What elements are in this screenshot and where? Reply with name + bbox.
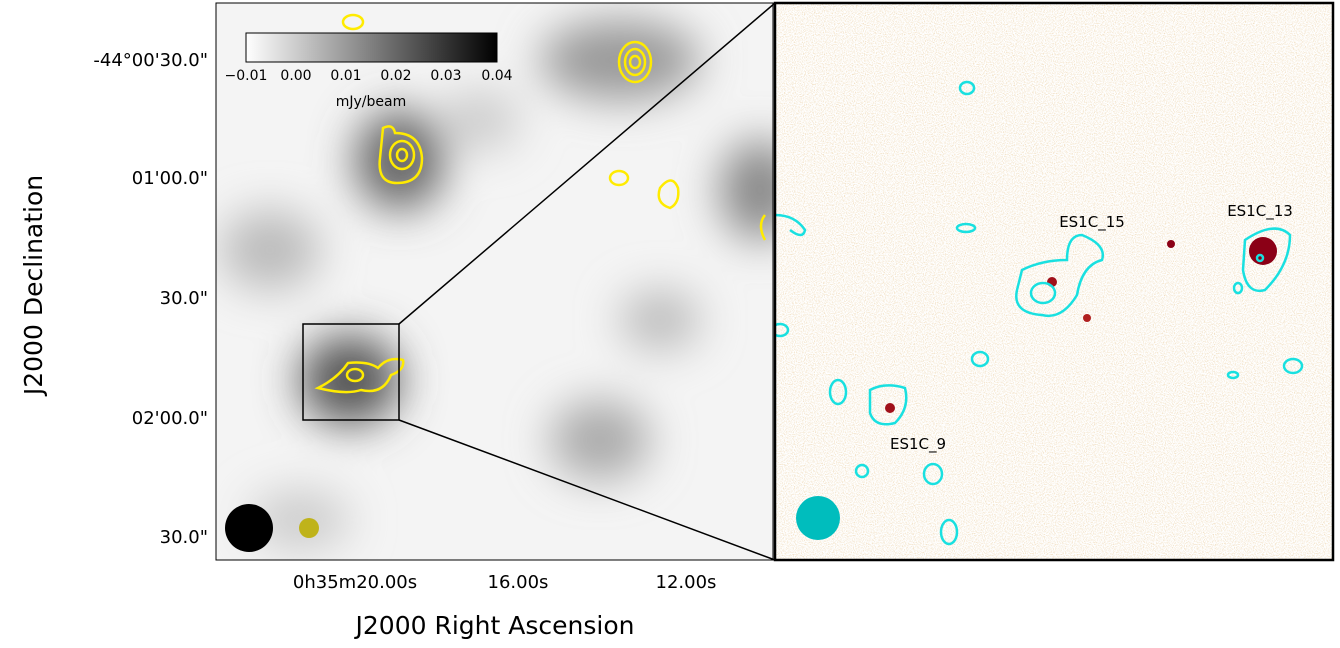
source-label: ES1C_13 <box>1227 202 1293 221</box>
cb-tick: 0.00 <box>280 68 311 84</box>
x-tick-label: 16.00s <box>488 572 549 593</box>
y-tick-label: -44°00'30.0" <box>93 50 208 71</box>
grayscale-map <box>216 3 773 560</box>
right-frame <box>773 1 1335 562</box>
contours <box>314 13 767 394</box>
cb-tick: −0.01 <box>225 68 268 84</box>
left-frame <box>215 2 774 561</box>
y-tick-label: 30.0" <box>160 288 208 309</box>
colorbar <box>245 32 498 63</box>
cb-tick: 0.01 <box>330 68 361 84</box>
cb-label: mJy/beam <box>336 94 407 110</box>
optical-image <box>775 3 1333 560</box>
x-axis-label: J2000 Right Ascension <box>354 611 635 640</box>
y-tick-label: 30.0" <box>160 527 208 548</box>
cb-tick: 0.02 <box>380 68 411 84</box>
y-tick-label: 01'00.0" <box>132 168 208 189</box>
source-label: ES1C_15 <box>1059 213 1125 232</box>
source-label: ES1C_9 <box>890 435 946 454</box>
cb-tick: 0.03 <box>430 68 461 84</box>
x-tick-label: 0h35m20.00s <box>293 572 417 593</box>
x-tick-label: 12.00s <box>656 572 717 593</box>
cb-tick: 0.04 <box>481 68 512 84</box>
y-tick-label: 02'00.0" <box>132 408 208 429</box>
contours <box>775 80 1304 546</box>
y-axis-label: J2000 Declination <box>19 175 48 397</box>
